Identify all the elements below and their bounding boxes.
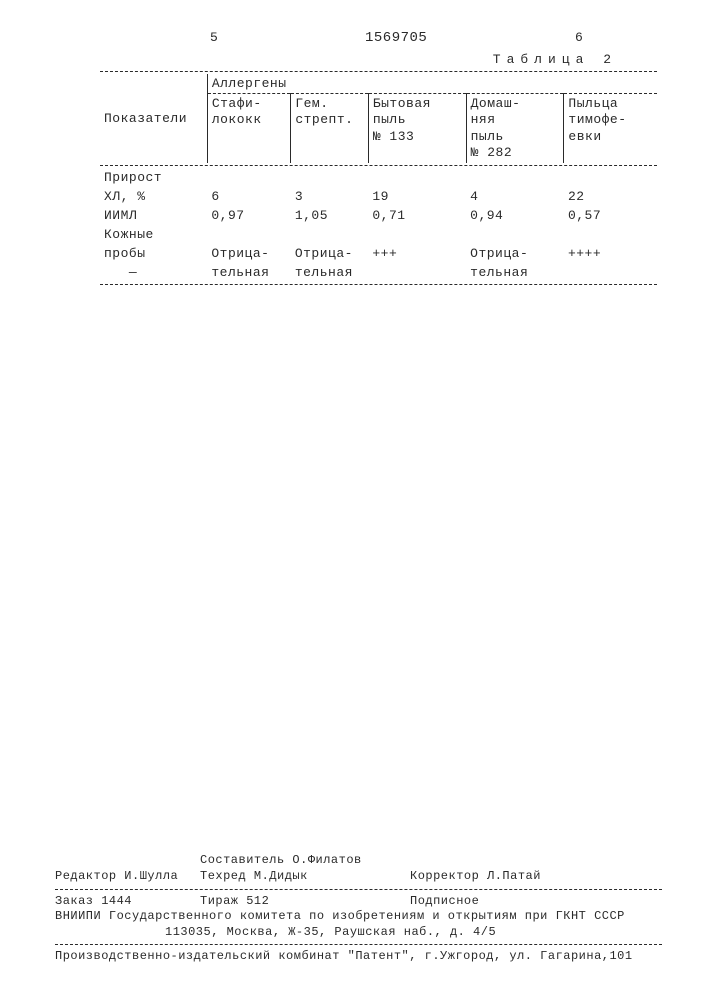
tirazh: Тираж 512 (200, 894, 410, 910)
table-cell (466, 168, 564, 187)
table-cell: 6 (207, 187, 290, 206)
row-header-label: Показатели (100, 74, 207, 163)
table-cell (291, 225, 369, 244)
row-label: Кожные (100, 225, 207, 244)
rule (100, 165, 657, 166)
table-cell: 22 (564, 187, 657, 206)
column-header: Стафи- лококк (207, 94, 290, 164)
rule (100, 71, 657, 72)
page-num-right: 6 (575, 30, 583, 45)
tehred: Техред М.Дидык (200, 869, 410, 885)
table-cell (291, 168, 369, 187)
table-cell: тельная (291, 263, 369, 282)
table-cell: Отрица- (291, 244, 369, 263)
org-line-2: 113035, Москва, Ж-35, Раушская наб., д. … (55, 925, 662, 941)
table-cell (564, 263, 657, 282)
table-cell: Отрица- (466, 244, 564, 263)
table-cell: ++++ (564, 244, 657, 263)
document-id: 1569705 (365, 30, 427, 46)
table-cell: 0,97 (207, 206, 290, 225)
data-table: Показатели Аллергены Стафи- лококкГем. с… (100, 74, 657, 163)
group-header: Аллергены (207, 74, 657, 94)
table-cell: тельная (466, 263, 564, 282)
table-cell (207, 225, 290, 244)
rule (55, 889, 662, 890)
column-header: Пыльца тимофе- евки (564, 94, 657, 164)
rule (55, 944, 662, 945)
table-cell: 0,94 (466, 206, 564, 225)
table-cell: 4 (466, 187, 564, 206)
table-caption: Таблица 2 (100, 52, 657, 67)
row-label: пробы (100, 244, 207, 263)
row-label: ИИМЛ (100, 206, 207, 225)
table-cell: 0,71 (368, 206, 466, 225)
table-cell: 19 (368, 187, 466, 206)
column-header: Домаш- няя пыль № 282 (466, 94, 564, 164)
table-cell: 1,05 (291, 206, 369, 225)
table-cell (564, 168, 657, 187)
page-num-left: 5 (210, 30, 218, 45)
podpisnoe: Подписное (410, 894, 662, 910)
table-cell (368, 225, 466, 244)
table-cell (207, 168, 290, 187)
table-cell (564, 225, 657, 244)
row-label: Прирост (100, 168, 207, 187)
row-label: — (100, 263, 207, 282)
org-line-1: ВНИИПИ Государственного комитета по изоб… (55, 909, 662, 925)
table-cell: 3 (291, 187, 369, 206)
row-label: ХЛ, % (100, 187, 207, 206)
table-cell: тельная (207, 263, 290, 282)
table-cell (368, 168, 466, 187)
sostavitel: Составитель О.Филатов (200, 853, 410, 869)
column-header: Гем. стрепт. (291, 94, 369, 164)
redaktor: Редактор И.Шулла (55, 869, 200, 885)
table-cell (368, 263, 466, 282)
footer-block: Составитель О.Филатов Редактор И.Шулла Т… (55, 853, 662, 965)
zakaz: Заказ 1444 (55, 894, 200, 910)
rule (100, 284, 657, 285)
table-cell (466, 225, 564, 244)
data-table-body: ПриростХЛ, %6319422 ИИМЛ0,971,050,710,940… (100, 168, 657, 282)
table-cell: +++ (368, 244, 466, 263)
table-cell: 0,57 (564, 206, 657, 225)
column-header: Бытовая пыль № 133 (368, 94, 466, 164)
korrektor: Корректор Л.Патай (410, 869, 662, 885)
table-cell: Отрица- (207, 244, 290, 263)
press-line: Производственно-издательский комбинат "П… (55, 949, 662, 965)
